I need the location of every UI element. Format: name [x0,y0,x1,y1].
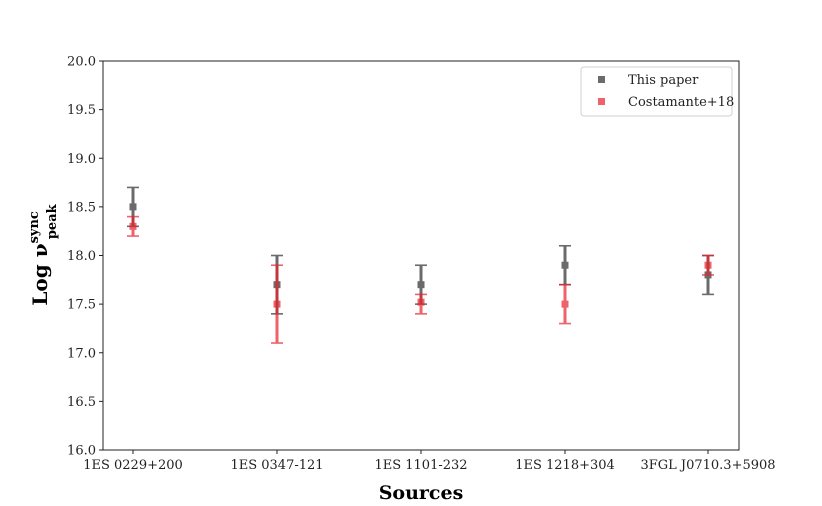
x-tick-label: 1ES 0229+200 [83,458,183,473]
x-tick-label: 1ES 0347-121 [230,458,323,473]
y-tick-label: 17.5 [67,298,96,313]
x-tick-label: 1ES 1218+304 [515,458,615,473]
data-point [417,298,425,306]
x-tick-label: 1ES 1101-232 [374,458,467,473]
data-marks [127,186,714,344]
y-tick-label: 18.5 [67,200,96,215]
data-point [561,261,569,269]
y-tick-label: 16.5 [67,395,96,410]
data-point [273,300,281,308]
legend: This paper Costamante+18 [580,66,734,117]
y-tick-label: 20.0 [67,55,96,70]
legend-box [580,66,733,117]
data-point [129,203,137,211]
x-axis-title: Sources [379,482,464,504]
data-point [129,222,137,230]
y-tick-label: 18.0 [67,249,96,264]
y-tick-label: 16.0 [67,444,96,459]
y-tick-label: 17.0 [67,346,96,361]
legend-marker-costamante [598,98,605,105]
legend-label-this-paper: This paper [628,73,699,88]
y-axis-title-sup: sync [27,211,42,243]
data-point [561,300,569,308]
y-axis-title-base: Log ν [28,243,52,305]
plot-frame [102,60,740,451]
data-point [704,261,712,269]
y-axis: 16.0 16.5 17.0 17.5 18.0 18.5 19.0 19.5 20.0 [67,55,103,459]
series-1 [127,215,714,344]
legend-label-costamante: Costamante+18 [628,95,734,110]
data-point [417,281,425,289]
y-tick-label: 19.0 [67,152,96,167]
y-axis-title-sub: peak [45,203,60,239]
legend-marker-this-paper [598,76,605,83]
x-axis: 1ES 0229+200 1ES 0347-121 1ES 1101-232 1ES … [83,450,776,473]
x-tick-label: 3FGL J0710.3+5908 [640,458,775,473]
y-tick-label: 19.5 [67,103,96,118]
y-axis-title: Log νsync peak [27,203,60,305]
